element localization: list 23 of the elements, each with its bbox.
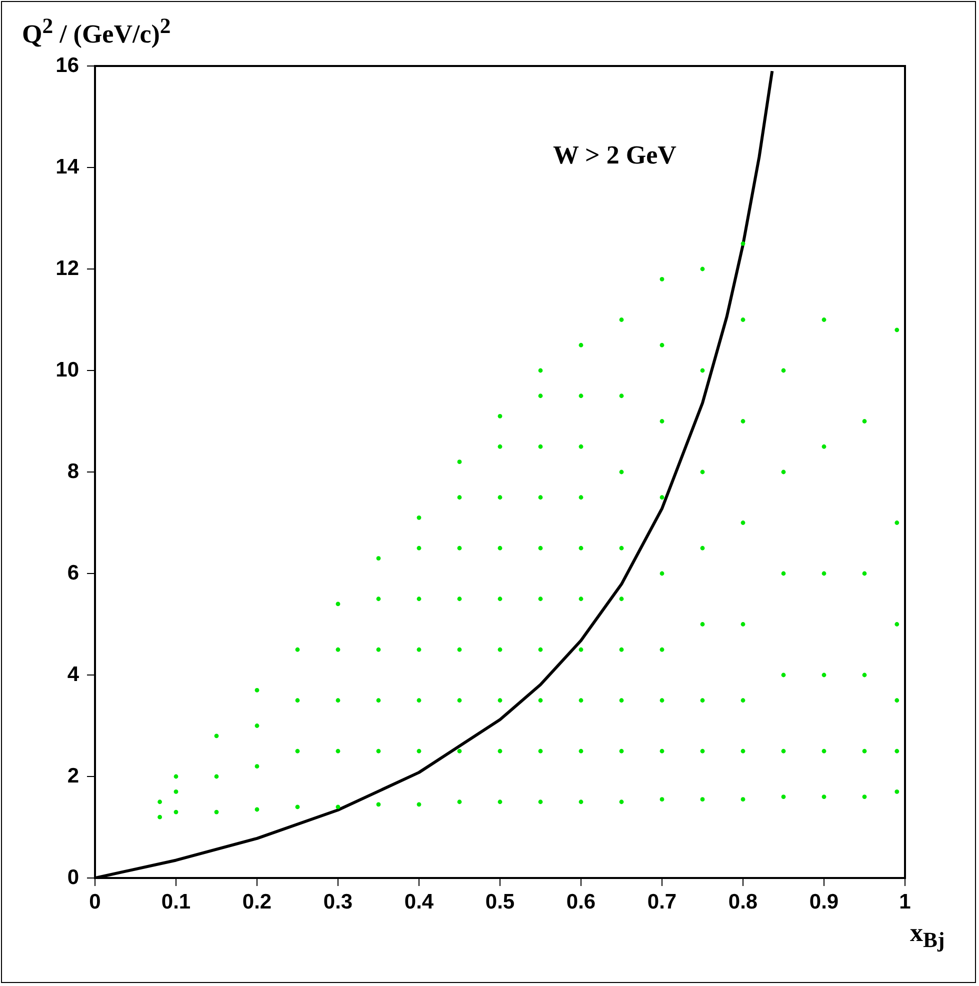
x-tick-label: 1: [899, 890, 912, 914]
x-tick-label: 0.6: [566, 890, 596, 914]
x-tick-label: 0.7: [647, 890, 677, 914]
x-tick-label: 0.1: [161, 890, 191, 914]
x-axis-title: x$_{Bj}$: [910, 918, 945, 954]
x-tick-label: 0.9: [809, 890, 839, 914]
x-tick-label: 0.2: [242, 890, 272, 914]
y-tick-label: 6: [67, 561, 79, 584]
y-axis-title: Q$^{2}$ / (GeV/c)$^{2}$: [22, 14, 171, 50]
x-tick-label: 0.5: [485, 890, 515, 914]
y-tick-label: 12: [56, 256, 79, 280]
y-tick-label: 2: [67, 764, 79, 788]
y-tick-label: 4: [67, 662, 80, 686]
x-tick-label: 0.8: [728, 890, 758, 914]
y-tick-label: 0: [67, 866, 79, 889]
annotation: W > 2 GeV: [553, 140, 677, 170]
y-tick-label: 16: [56, 54, 79, 77]
y-tick-label: 10: [56, 358, 79, 382]
y-tick-label: 8: [67, 460, 80, 483]
x-tick-label: 0.4: [404, 890, 434, 914]
y-tick-label: 14: [56, 155, 80, 178]
x-tick-label: 0: [89, 890, 101, 914]
x-tick-label: 0.3: [323, 890, 353, 914]
